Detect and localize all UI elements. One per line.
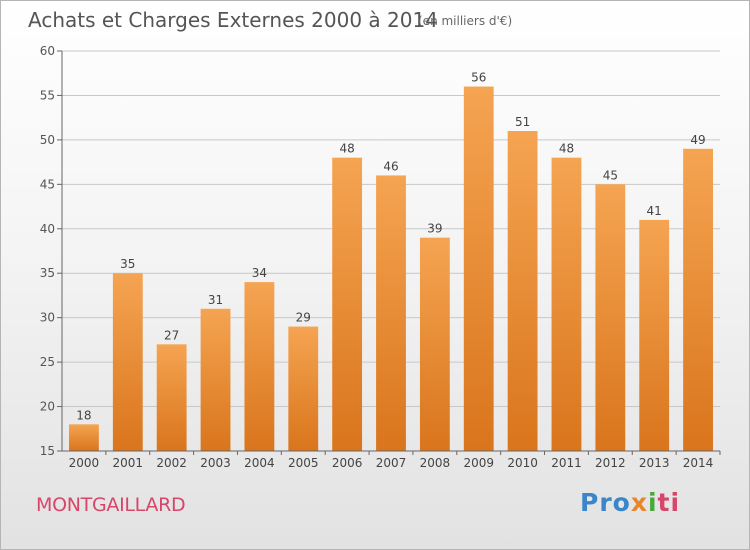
- brand-part: i: [647, 488, 658, 517]
- y-tick-label: 35: [40, 266, 55, 280]
- data-label: 29: [296, 311, 311, 325]
- bar: [69, 424, 99, 451]
- y-tick-label: 30: [40, 311, 55, 325]
- chart-title: Achats et Charges Externes 2000 à 2014: [28, 8, 438, 32]
- brand-part: Pro: [580, 488, 631, 517]
- bar: [288, 326, 319, 451]
- data-label: 34: [252, 266, 267, 280]
- bar: [376, 175, 406, 451]
- x-tick-label: 2000: [69, 456, 100, 470]
- data-label: 18: [76, 408, 91, 422]
- x-tick-label: 2003: [200, 456, 231, 470]
- y-tick-label: 15: [40, 444, 55, 458]
- brand-part: ti: [657, 488, 681, 517]
- brand-part: x: [630, 488, 648, 517]
- y-tick-label: 40: [40, 222, 55, 236]
- data-label: 56: [471, 71, 486, 85]
- x-tick-label: 2011: [551, 456, 582, 470]
- bar: [463, 86, 494, 452]
- data-label: 51: [515, 115, 530, 129]
- bar: [332, 157, 363, 451]
- data-label: 39: [427, 222, 442, 236]
- data-label: 41: [647, 204, 662, 218]
- data-label: 48: [339, 142, 354, 156]
- commune-name: MONTGAILLARD: [36, 494, 186, 516]
- bar: [595, 184, 626, 452]
- y-tick-label: 60: [40, 44, 55, 58]
- x-tick-label: 2007: [376, 456, 407, 470]
- bars: 18 35 27 31 34 29 48 46 39 56 51 48 45 41 49: [69, 71, 713, 452]
- bar: [507, 131, 538, 451]
- y-tick-label: 50: [40, 133, 55, 147]
- bar: [551, 157, 582, 451]
- data-label: 46: [383, 159, 398, 173]
- x-tick-label: 2001: [113, 456, 144, 470]
- x-tick-label: 2008: [420, 456, 451, 470]
- y-tick-label: 25: [40, 355, 55, 369]
- data-label: 49: [690, 133, 705, 147]
- axes: 15 20 25 30 35 40 45 50 55 60 2000 2001 2002 2003 2004…: [40, 44, 721, 470]
- y-tick-label: 20: [40, 400, 55, 414]
- bar: [200, 308, 231, 451]
- x-tick-label: 2013: [639, 456, 670, 470]
- x-tick-label: 2014: [683, 456, 714, 470]
- x-tick-label: 2004: [244, 456, 275, 470]
- bar: [683, 148, 713, 451]
- data-label: 48: [559, 142, 574, 156]
- bar: [419, 237, 450, 451]
- x-tick-label: 2010: [507, 456, 538, 470]
- chart-subtitle: (en milliers d'€): [418, 14, 513, 28]
- proxiti-logo[interactable]: Proxiti: [580, 488, 680, 517]
- x-tick-label: 2006: [332, 456, 363, 470]
- data-label: 31: [208, 293, 223, 307]
- bar: [244, 282, 275, 451]
- x-tick-label: 2005: [288, 456, 319, 470]
- bar: [639, 219, 670, 451]
- x-tick-label: 2012: [595, 456, 626, 470]
- data-label: 27: [164, 328, 179, 342]
- x-tick-label: 2002: [156, 456, 187, 470]
- y-tick-label: 45: [40, 177, 55, 191]
- bar: [156, 344, 187, 451]
- data-label: 45: [603, 168, 618, 182]
- data-label: 35: [120, 257, 135, 271]
- bar: [112, 273, 143, 451]
- x-tick-label: 2009: [463, 456, 494, 470]
- y-tick-label: 55: [40, 88, 55, 102]
